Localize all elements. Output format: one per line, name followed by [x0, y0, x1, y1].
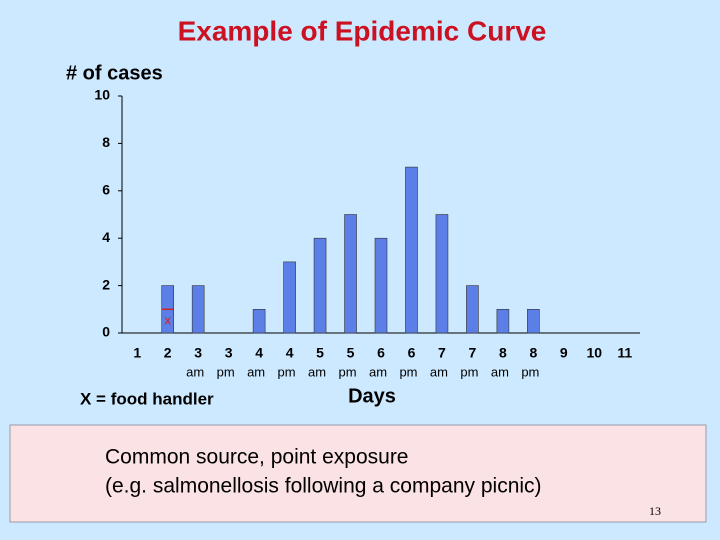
bar [496, 308, 510, 334]
x-sub-label: pm [278, 364, 296, 379]
annotation-text: x [164, 313, 171, 328]
x-tick-label: 10 [587, 345, 603, 361]
x-tick-label: 5 [316, 345, 324, 361]
bar [435, 214, 449, 334]
x-tick-label: 7 [469, 345, 477, 361]
x-axis-label: Days [348, 385, 396, 407]
x-tick-label: 3 [225, 345, 233, 361]
x-sub-label: am [247, 364, 265, 379]
caption-line: (e.g. salmonellosis following a company … [105, 475, 542, 498]
x-tick-label: 4 [255, 345, 263, 361]
bar [191, 285, 205, 334]
x-tick-label: 5 [347, 345, 355, 361]
note: X = food handler [80, 389, 214, 408]
x-tick-label: 6 [408, 345, 416, 361]
x-sub-label: pm [399, 364, 417, 379]
x-sub-label: am [186, 364, 204, 379]
x-sub-label: pm [338, 364, 356, 379]
y-tick-label: 2 [102, 276, 110, 292]
y-tick-label: 8 [102, 134, 110, 150]
bar [405, 166, 418, 334]
bar [252, 308, 266, 334]
x-tick-label: 4 [286, 345, 294, 361]
page-number: 13 [649, 504, 661, 518]
x-tick-label: 11 [617, 345, 632, 361]
bar [283, 261, 296, 334]
x-sub-label: am [308, 364, 326, 379]
x-tick-label: 7 [438, 345, 446, 361]
bar [313, 237, 327, 334]
x-sub-label: pm [460, 364, 478, 379]
x-sub-label: pm [521, 364, 539, 379]
y-tick-label: 4 [102, 229, 110, 245]
x-sub-label: am [491, 364, 509, 379]
y-tick-label: 6 [102, 182, 110, 198]
bar [374, 237, 388, 334]
x-sub-label: pm [217, 364, 235, 379]
x-tick-label: 2 [164, 345, 172, 361]
y-tick-label: 10 [94, 87, 110, 103]
x-tick-label: 6 [377, 345, 385, 361]
x-sub-label: am [369, 364, 387, 379]
bar [344, 214, 357, 334]
x-tick-label: 3 [194, 345, 202, 361]
y-tick-label: 0 [102, 324, 110, 340]
caption-box [9, 424, 707, 523]
x-tick-label: 1 [133, 345, 141, 361]
x-tick-label: 8 [529, 345, 537, 361]
x-tick-label: 8 [499, 345, 507, 361]
chart-title: Example of Epidemic Curve [178, 15, 547, 46]
y-axis-label: # of cases [66, 62, 163, 84]
bar [466, 285, 479, 334]
caption-line: Common source, point exposure [105, 446, 409, 469]
bar [527, 308, 540, 334]
x-sub-label: am [430, 364, 448, 379]
x-tick-label: 9 [560, 345, 568, 361]
